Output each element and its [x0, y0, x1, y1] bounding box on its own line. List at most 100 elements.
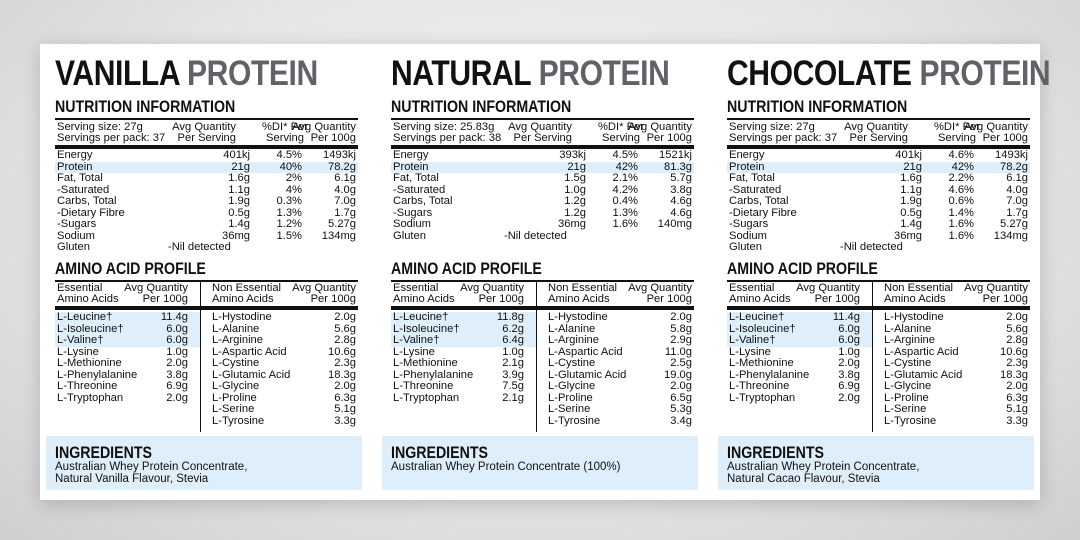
nonessential-amino-value: 6.3g	[1006, 391, 1028, 404]
nutrient-name: -Saturated	[393, 183, 446, 196]
nutrient-name: Fat, Total	[57, 172, 103, 184]
nonessential-amino-name: L-Serine	[548, 403, 591, 415]
essential-qty-1: Avg Quantity	[124, 282, 188, 294]
nonessential-amino-value: 3.4g	[670, 414, 692, 427]
nonessential-amino-value: 11.0g	[664, 345, 692, 358]
nonessential-qty-1: Avg Quantity	[964, 282, 1028, 294]
gluten-label: Gluten	[393, 229, 426, 242]
essential-header-2: Amino Acids	[393, 293, 455, 305]
product-flavor: VANILLA	[55, 54, 180, 93]
essential-amino-name: L-Methionine	[57, 357, 122, 369]
amino-rule-top	[727, 280, 1030, 282]
nutrient-per-100g: 81.3g	[664, 160, 692, 173]
amino-divider	[872, 282, 873, 432]
nutrient-per-100g: 78.2g	[328, 160, 356, 173]
essential-qty-1: Avg Quantity	[796, 282, 860, 294]
nutrient-per-serving: 21g	[903, 160, 922, 173]
nonessential-amino-name: L-Aspartic Acid	[548, 345, 623, 358]
col-di: %DI* Per	[933, 121, 980, 133]
ingredients-header: INGREDIENTS	[391, 444, 488, 462]
nonessential-amino-value: 5.3g	[670, 403, 692, 415]
amino-rule-top	[391, 280, 694, 282]
nutrient-name: Carbs, Total	[729, 195, 789, 207]
nonessential-amino-name: L-Tyrosine	[212, 414, 265, 427]
nutrition-rule-top	[727, 118, 1030, 120]
amino-rule-mid	[391, 306, 694, 310]
nutrient-di: 1.2%	[276, 218, 303, 230]
col-avg-qty: Avg Quantity	[172, 121, 236, 133]
nutrient-di: 2%	[285, 172, 302, 184]
ingredients-text: Australian Whey Protein Concentrate (100…	[391, 461, 621, 473]
nutrient-per-serving: 1.2g	[564, 206, 586, 219]
nonessential-amino-value: 19.0g	[664, 368, 692, 381]
nutrient-per-100g: 5.27g	[1000, 218, 1028, 230]
nutrient-di: 0.6%	[948, 195, 975, 207]
nutrient-di: 42%	[951, 160, 974, 173]
nutrient-di: 4.5%	[276, 149, 303, 161]
nutrient-per-serving: 1.4g	[228, 218, 250, 230]
servings-per-pack: Servings per pack: 37	[57, 132, 166, 144]
ingredients-text: Natural Vanilla Flavour, Stevia	[55, 473, 209, 485]
nutrient-per-100g: 6.1g	[1006, 172, 1028, 184]
ingredients-text: Natural Cacao Flavour, Stevia	[727, 473, 880, 485]
nonessential-amino-name: L-Alanine	[548, 322, 596, 335]
nutrient-per-serving: 21g	[231, 160, 250, 173]
nutrient-name: Sodium	[393, 218, 431, 230]
essential-header-2: Amino Acids	[57, 293, 119, 305]
col-di-serving: Serving	[266, 132, 304, 144]
nutrient-name: Protein	[729, 160, 765, 173]
nonessential-amino-name: L-Serine	[884, 403, 927, 415]
essential-amino-name: L-Valine†	[393, 334, 440, 346]
nonessential-amino-value: 2.0g	[670, 311, 692, 323]
essential-amino-name: L-Lysine	[393, 345, 435, 358]
essential-amino-name: L-Threonine	[57, 380, 118, 392]
nutrient-per-serving: 1.4g	[900, 218, 922, 230]
nonessential-amino-value: 10.6g	[1000, 345, 1028, 358]
nonessential-amino-value: 2.0g	[334, 311, 356, 323]
essential-amino-name: L-Isoleucine†	[729, 322, 796, 335]
essential-amino-value: 6.0g	[166, 322, 188, 335]
essential-amino-name: L-Methionine	[393, 357, 458, 369]
nutrient-per-serving: 1.6g	[228, 172, 250, 184]
servings-per-pack: Servings per pack: 37	[729, 132, 838, 144]
nonessential-amino-name: L-Proline	[212, 391, 257, 404]
ingredients-header: INGREDIENTS	[727, 444, 824, 462]
nonessential-amino-value: 2.3g	[1006, 357, 1028, 369]
nonessential-qty-2: Per 100g	[646, 293, 692, 305]
nonessential-amino-value: 2.3g	[334, 357, 356, 369]
essential-header-2: Amino Acids	[729, 293, 791, 305]
essential-amino-value: 1.0g	[502, 345, 524, 358]
essential-amino-name: L-Tryptophan	[57, 391, 124, 404]
nutrient-name: -Sugars	[57, 218, 97, 230]
gluten-value: -Nil detected	[840, 241, 903, 253]
nutrient-per-100g: 7.0g	[1006, 195, 1028, 207]
nonessential-amino-name: L-Tyrosine	[884, 414, 937, 427]
product-title: VANILLA PROTEIN	[55, 54, 318, 94]
amino-divider	[536, 282, 537, 432]
col-avg-qty-100: Avg Quantity	[964, 121, 1028, 133]
nutrient-name: Sodium	[729, 229, 767, 242]
nutrient-di: 1.6%	[612, 218, 639, 230]
nutrient-per-100g: 4.0g	[334, 183, 356, 196]
protein-highlight	[727, 161, 1030, 173]
nutrient-per-100g: 1.7g	[1006, 206, 1028, 219]
nonessential-header-1: Non Essential	[548, 282, 618, 294]
nutrient-per-100g: 4.6g	[670, 206, 692, 219]
nonessential-amino-name: L-Proline	[884, 391, 929, 404]
nonessential-amino-name: L-Arginine	[212, 334, 263, 346]
product-title: NATURAL PROTEIN	[391, 54, 670, 94]
essential-amino-name: L-Phenylalanine	[393, 368, 474, 381]
col-avg-qty: Avg Quantity	[844, 121, 908, 133]
nutrient-per-100g: 4.0g	[1006, 183, 1028, 196]
bcaa-highlight	[55, 312, 200, 347]
nonessential-amino-value: 18.3g	[1000, 368, 1028, 381]
nonessential-amino-value: 5.6g	[1006, 322, 1028, 335]
col-avg-qty-100: Avg Quantity	[628, 121, 692, 133]
nutrient-per-serving: 401kj	[223, 149, 250, 161]
gluten-value: -Nil detected	[168, 241, 231, 253]
col-di: %DI* Per	[597, 121, 644, 133]
ingredients-box: INGREDIENTS Australian Whey Protein Conce…	[382, 436, 698, 490]
essential-amino-value: 6.9g	[166, 380, 188, 392]
nutrient-name: Fat, Total	[729, 172, 775, 184]
protein-highlight	[55, 161, 358, 173]
